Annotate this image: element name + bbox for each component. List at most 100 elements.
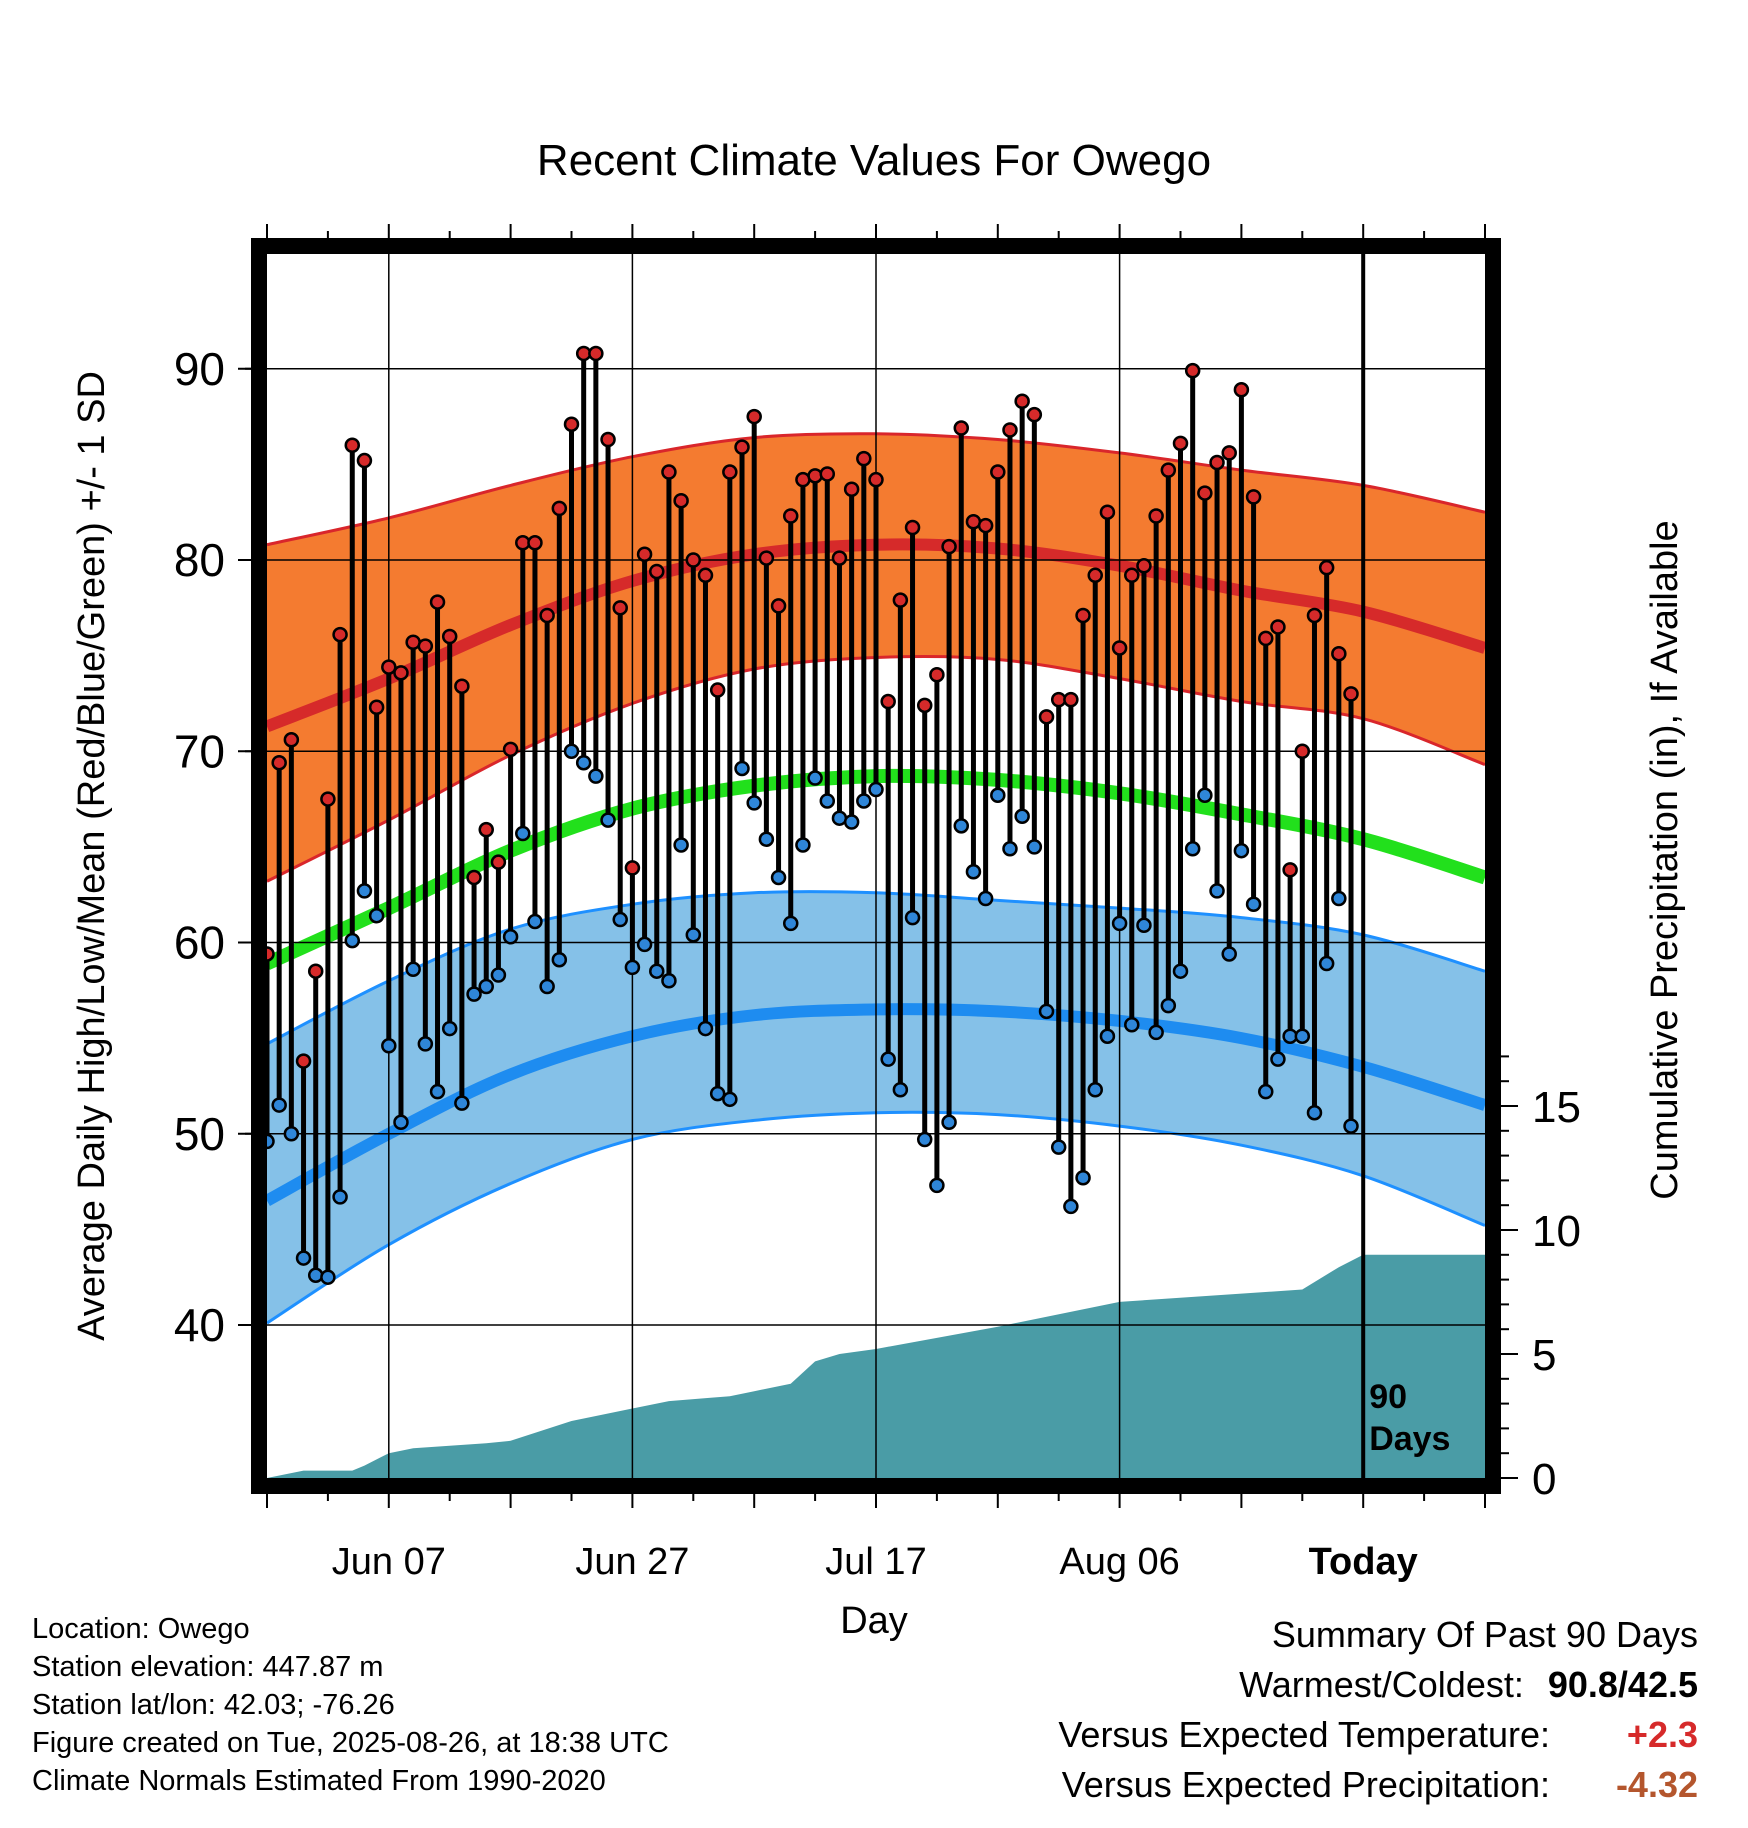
daily-low-point xyxy=(1050,1139,1067,1155)
daily-high-point xyxy=(697,567,714,584)
precip-anomaly-value: -4.32 xyxy=(1615,1764,1698,1805)
daily-high-point xyxy=(868,471,884,488)
daily-high-point xyxy=(953,420,970,436)
daily-high-point xyxy=(1233,382,1250,398)
daily-high-point xyxy=(1099,504,1116,520)
daily-low-point xyxy=(356,883,373,899)
daily-low-point xyxy=(892,1082,909,1098)
daily-low-point xyxy=(661,973,677,989)
summary-title: Summary Of Past 90 Days xyxy=(1058,1610,1698,1660)
daily-high-point xyxy=(807,468,823,484)
plot-area: 90 Days xyxy=(259,254,1488,1478)
daily-high-point xyxy=(1245,489,1262,505)
daily-low-point xyxy=(709,1085,726,1102)
location-text: Location: Owego xyxy=(32,1613,250,1645)
daily-low-point xyxy=(1014,808,1030,825)
daily-low-point xyxy=(1063,1198,1079,1215)
daily-low-point xyxy=(307,1267,324,1284)
daily-low-point xyxy=(600,812,616,828)
daily-high-point xyxy=(563,416,580,432)
daily-high-point xyxy=(1038,709,1055,725)
daily-high-point xyxy=(734,439,750,455)
daily-low-point xyxy=(551,951,568,968)
daily-low-point xyxy=(782,915,799,932)
daily-low-point xyxy=(283,1126,300,1142)
daily-high-point xyxy=(356,452,373,469)
daily-low-point xyxy=(1221,946,1237,962)
daily-high-point xyxy=(685,552,702,568)
daily-low-point xyxy=(1172,963,1189,979)
warm-cold-label: Warmest/Coldest: xyxy=(1239,1664,1524,1705)
daily-high-point xyxy=(441,628,458,645)
daily-low-point xyxy=(673,837,689,853)
daily-high-point xyxy=(709,682,726,698)
daily-high-point xyxy=(770,598,787,614)
daily-low-point xyxy=(880,1051,896,1067)
daily-high-point xyxy=(478,821,494,838)
daily-stems-layer xyxy=(264,353,1354,1278)
daily-low-point xyxy=(478,978,494,995)
daily-high-point xyxy=(1221,445,1237,461)
daily-low-point xyxy=(332,1189,348,1205)
daily-low-point xyxy=(795,837,811,853)
daily-low-point xyxy=(636,936,653,953)
daily-low-point xyxy=(1111,915,1128,932)
daily-dots-layer xyxy=(259,345,1359,1285)
daily-low-point xyxy=(612,911,628,928)
daily-high-point xyxy=(381,659,397,675)
daily-high-point xyxy=(782,508,799,524)
daily-high-point xyxy=(1270,619,1286,635)
station-info: Location: Owego Station elevation: 447.8… xyxy=(32,1610,669,1800)
daily-high-point xyxy=(539,607,555,624)
daily-low-point xyxy=(1038,1003,1055,1020)
daily-low-point xyxy=(1087,1082,1103,1098)
daily-low-point xyxy=(527,913,543,930)
daily-low-point xyxy=(381,1038,397,1054)
daily-high-point xyxy=(283,732,300,748)
daily-high-point xyxy=(429,594,446,610)
daily-low-point xyxy=(856,793,872,809)
temp-anomaly-label: Versus Expected Temperature: xyxy=(1058,1714,1550,1755)
daily-high-point xyxy=(1184,362,1201,379)
daily-high-point xyxy=(661,464,677,480)
daily-high-point xyxy=(295,1053,312,1069)
daily-high-point xyxy=(417,638,434,654)
daily-low-point xyxy=(929,1177,945,1194)
y-axis-label-left: Average Daily High/Low/Mean (Red/Blue/Gr… xyxy=(71,371,113,1341)
plot-frame xyxy=(251,238,1501,1494)
daily-low-point xyxy=(904,909,921,926)
x-tick-label: Jun 27 xyxy=(575,1541,689,1583)
daily-high-point xyxy=(1075,607,1091,624)
daily-high-point xyxy=(307,963,324,979)
daily-low-point xyxy=(320,1269,336,1285)
daily-high-point xyxy=(454,678,470,694)
daily-high-point xyxy=(271,754,287,771)
y-tick-label-left: 90 xyxy=(174,343,225,395)
daily-high-point xyxy=(1282,862,1298,878)
daily-low-point xyxy=(271,1097,287,1113)
daily-high-point xyxy=(843,481,860,497)
daily-high-point xyxy=(527,535,543,551)
daily-low-point xyxy=(417,1036,434,1052)
warm-cold-value: 90.8/42.5 xyxy=(1547,1664,1698,1705)
daily-high-point xyxy=(624,860,641,876)
today-label-days: Days xyxy=(1369,1420,1450,1458)
daily-low-point xyxy=(344,932,361,949)
daily-low-point xyxy=(405,961,421,978)
daily-high-point xyxy=(758,550,775,566)
daily-high-point xyxy=(368,699,385,716)
daily-high-point xyxy=(1063,691,1079,708)
daily-low-point xyxy=(1197,787,1213,803)
daily-low-point xyxy=(588,768,604,784)
daily-high-point xyxy=(1111,640,1128,656)
daily-low-point xyxy=(1075,1169,1091,1186)
daily-high-point xyxy=(320,791,336,807)
daily-high-point xyxy=(1197,485,1213,501)
x-tick-label: Jul 17 xyxy=(825,1541,926,1583)
daily-low-point xyxy=(1258,1083,1274,1100)
x-tick-label: Jun 07 xyxy=(332,1541,446,1583)
daily-high-point xyxy=(1124,567,1140,584)
daily-high-point xyxy=(904,519,921,536)
daily-high-point xyxy=(1148,508,1164,524)
